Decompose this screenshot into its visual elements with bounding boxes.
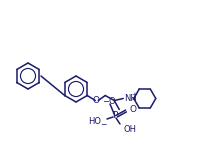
Text: +: + [132, 92, 138, 98]
Text: O: O [93, 96, 100, 105]
Text: O: O [130, 105, 137, 115]
Text: −O: −O [102, 97, 116, 107]
Text: NH: NH [124, 94, 137, 103]
Text: OH: OH [123, 126, 136, 134]
Text: −: − [100, 120, 106, 129]
Text: HO: HO [88, 118, 101, 126]
Text: P: P [112, 111, 118, 120]
